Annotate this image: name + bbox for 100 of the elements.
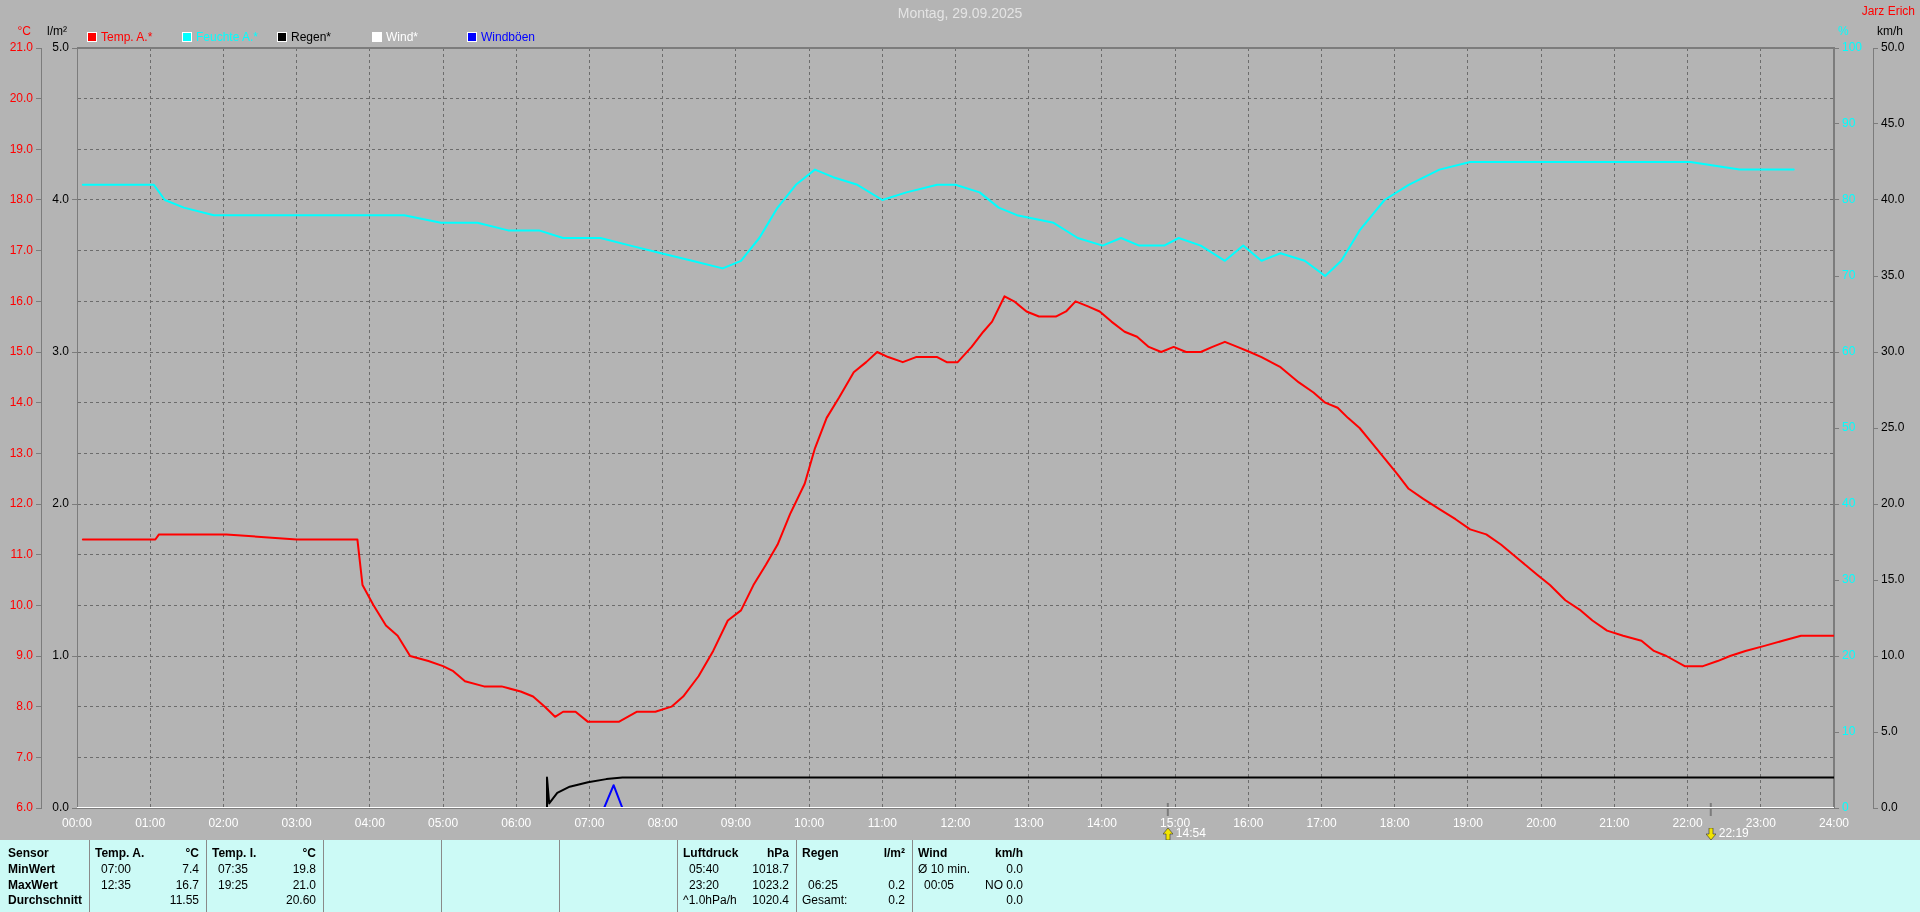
y3-tick-label: 80 xyxy=(1842,192,1856,207)
y-tick-label: 50.0 xyxy=(1881,40,1905,55)
x-tick-label: 08:00 xyxy=(647,815,679,830)
y-tick-label: 21.0 xyxy=(9,40,34,55)
text: 7.4 xyxy=(182,862,199,876)
text: 0.0 xyxy=(1006,893,1023,907)
y-tick-label: 9.0 xyxy=(16,648,34,663)
legend-label: Regen* xyxy=(291,30,332,44)
legend-label: Wind* xyxy=(386,30,419,44)
text: ^1.0hPa/h xyxy=(683,893,737,907)
x-tick-label: 01:00 xyxy=(135,815,166,830)
x-tick-label: 05:00 xyxy=(428,815,459,830)
y2-axis-title: l/m² xyxy=(47,24,67,39)
y-tick-label: 0.0 xyxy=(1881,800,1899,815)
text: 06:25 xyxy=(808,878,839,892)
y2-tick-label: 2.0 xyxy=(52,496,70,511)
y-tick-label: 19.0 xyxy=(9,141,34,156)
text: Regen xyxy=(802,846,839,860)
y-tick-label: 13.0 xyxy=(9,445,34,460)
x-tick-label: 00:00 xyxy=(61,815,93,830)
y-tick-label: 15.0 xyxy=(1881,572,1905,587)
x-tick-label: 10:00 xyxy=(794,815,825,830)
text: Wind xyxy=(918,846,948,860)
text: hPa xyxy=(766,846,789,860)
y-tick-label: 40.0 xyxy=(1881,192,1905,207)
y3-tick-label: 70 xyxy=(1842,268,1856,283)
text: 1020.4 xyxy=(752,893,789,907)
text: 07:00 xyxy=(101,862,132,876)
x-tick-label: 04:00 xyxy=(354,815,386,830)
y3-tick-label: 10 xyxy=(1842,724,1856,739)
x-tick-label: 13:00 xyxy=(1013,815,1045,830)
text: 1018.7 xyxy=(752,862,789,876)
text: NO 0.0 xyxy=(984,878,1023,892)
y3-tick-label: 60 xyxy=(1842,344,1856,359)
y2-tick-label: 0.0 xyxy=(52,800,70,815)
text: 05:40 xyxy=(689,862,720,876)
y2-tick-label: 1.0 xyxy=(52,648,70,663)
y-tick-label: 15.0 xyxy=(9,344,34,359)
text: 19.8 xyxy=(292,862,316,876)
text: 23:20 xyxy=(689,878,720,892)
text: Temp. I. xyxy=(212,846,257,860)
text: 14:54 xyxy=(1175,826,1207,841)
y-axis-title: km/h xyxy=(1877,24,1904,39)
text: 22:19 xyxy=(1718,826,1750,841)
x-tick-label: 07:00 xyxy=(574,815,605,830)
y-tick-label: 7.0 xyxy=(16,749,34,764)
y-tick-label: 18.0 xyxy=(9,192,34,207)
y3-tick-label: 20 xyxy=(1842,648,1856,663)
x-tick-label: 03:00 xyxy=(281,815,312,830)
y-tick-label: 45.0 xyxy=(1881,116,1905,131)
y-tick-label: 20.0 xyxy=(1881,496,1905,511)
text: 0.2 xyxy=(888,878,905,892)
x-tick-label: 06:00 xyxy=(501,815,532,830)
y-tick-label: 17.0 xyxy=(9,242,34,257)
y-tick-label: 35.0 xyxy=(1881,268,1905,283)
x-tick-label: 16:00 xyxy=(1233,815,1264,830)
text: Jarz Erich xyxy=(1861,4,1915,19)
y-tick-label: 25.0 xyxy=(1881,420,1905,435)
text: Sensor xyxy=(8,846,49,860)
x-tick-label: 24:00 xyxy=(1818,815,1850,830)
y-tick-label: 5.0 xyxy=(1881,724,1899,739)
y2-tick-label: 5.0 xyxy=(52,40,70,55)
text: Luftdruck xyxy=(683,846,739,860)
text: 00:05 xyxy=(924,878,955,892)
x-tick-label: 02:00 xyxy=(208,815,239,830)
y-axis-title: °C xyxy=(17,24,32,39)
x-tick-label: 12:00 xyxy=(940,815,971,830)
text: MaxWert xyxy=(8,878,58,892)
text: 1023.2 xyxy=(752,878,789,892)
y3-tick-label: 40 xyxy=(1842,496,1856,511)
x-tick-label: 18:00 xyxy=(1379,815,1411,830)
x-tick-label: 09:00 xyxy=(720,815,752,830)
y2-tick-label: 4.0 xyxy=(52,192,70,207)
x-tick-label: 14:00 xyxy=(1086,815,1118,830)
y-tick-label: 8.0 xyxy=(16,698,34,713)
legend-label: Windböen xyxy=(481,30,536,44)
x-tick-label: 21:00 xyxy=(1599,815,1630,830)
x-tick-label: 11:00 xyxy=(867,815,898,830)
y-tick-label: 6.0 xyxy=(16,800,34,815)
text: 21.0 xyxy=(292,878,316,892)
text: km/h xyxy=(994,846,1023,860)
text: 19:25 xyxy=(218,878,249,892)
y2-tick-label: 3.0 xyxy=(52,344,70,359)
y-tick-label: 16.0 xyxy=(9,293,34,308)
text: 12:35 xyxy=(101,878,132,892)
text: 0.0 xyxy=(1006,862,1023,876)
y-tick-label: 30.0 xyxy=(1881,344,1905,359)
y-tick-label: 20.0 xyxy=(9,90,34,105)
text: 11.55 xyxy=(169,893,199,907)
y-tick-label: 12.0 xyxy=(9,496,34,511)
text: °C xyxy=(302,846,316,860)
x-tick-label: 17:00 xyxy=(1306,815,1337,830)
text: l/m² xyxy=(883,846,905,860)
text: 07:35 xyxy=(218,862,249,876)
text: 16.7 xyxy=(175,878,199,892)
y3-tick-label: 50 xyxy=(1842,420,1856,435)
x-tick-label: 22:00 xyxy=(1672,815,1703,830)
y3-axis-title: % xyxy=(1838,24,1849,39)
text: Temp. A. xyxy=(95,846,145,860)
text: MinWert xyxy=(8,862,56,876)
